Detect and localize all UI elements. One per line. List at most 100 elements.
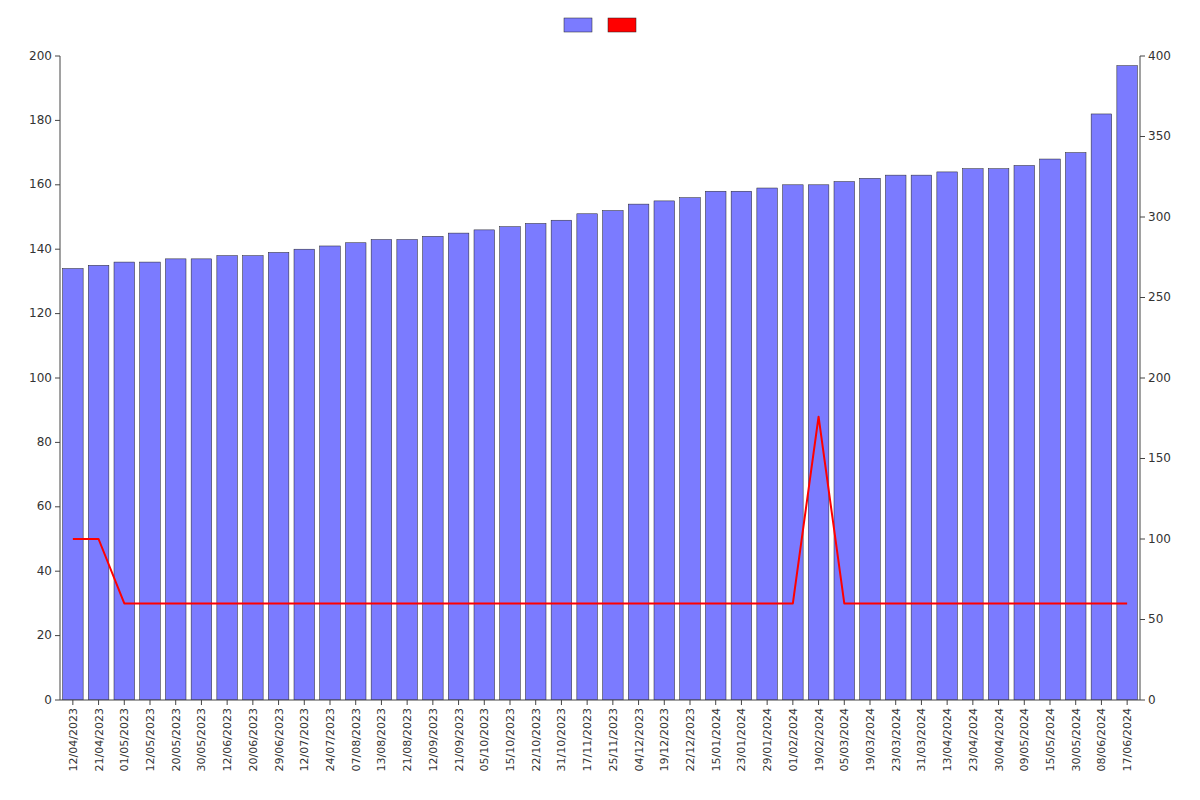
bar — [705, 191, 726, 700]
bar — [1040, 159, 1061, 700]
y2-tick-label: 350 — [1148, 129, 1171, 143]
x-tick-label: 23/04/2024 — [967, 708, 980, 771]
x-tick — [201, 700, 202, 705]
y-tick — [55, 700, 60, 701]
y2-tick — [1140, 378, 1145, 379]
bar — [988, 169, 1009, 700]
x-tick — [715, 700, 716, 705]
x-tick — [664, 700, 665, 705]
x-tick — [561, 700, 562, 705]
x-tick-label: 30/04/2024 — [993, 708, 1006, 771]
x-tick-label: 21/04/2023 — [93, 708, 106, 771]
bar — [423, 236, 444, 700]
x-tick — [690, 700, 691, 705]
x-tick — [587, 700, 588, 705]
bar — [114, 262, 135, 700]
bar — [628, 204, 649, 700]
y-tick — [55, 571, 60, 572]
x-tick-label: 23/03/2024 — [890, 708, 903, 771]
bar — [834, 182, 855, 700]
y-tick-label: 180 — [29, 113, 52, 127]
legend — [564, 18, 636, 32]
y-tick-label: 20 — [37, 628, 52, 642]
bar — [63, 269, 84, 700]
x-tick — [72, 700, 73, 705]
x-tick-label: 12/05/2023 — [144, 708, 157, 771]
bar — [243, 256, 264, 700]
chart: 0204060801001201401601802000501001502002… — [0, 0, 1200, 800]
x-tick — [432, 700, 433, 705]
bar — [911, 175, 932, 700]
x-tick-label: 24/07/2023 — [324, 708, 337, 771]
x-tick-label: 29/06/2023 — [273, 708, 286, 771]
x-tick-label: 08/06/2024 — [1095, 708, 1108, 771]
y-tick-label: 80 — [37, 435, 52, 449]
x-tick — [1127, 700, 1128, 705]
bar — [1014, 165, 1035, 700]
bar — [860, 178, 881, 700]
bar — [294, 249, 315, 700]
x-tick — [407, 700, 408, 705]
x-tick-label: 30/05/2024 — [1070, 708, 1083, 771]
x-axis-line — [60, 700, 1140, 701]
y2-tick — [1140, 136, 1145, 137]
y-tick — [55, 313, 60, 314]
y-tick-label: 100 — [29, 371, 52, 385]
x-tick — [998, 700, 999, 705]
x-tick — [1075, 700, 1076, 705]
bar — [191, 259, 212, 700]
x-tick — [227, 700, 228, 705]
x-tick — [175, 700, 176, 705]
bar — [448, 233, 469, 700]
line — [73, 417, 1127, 604]
x-tick-label: 04/12/2023 — [633, 708, 646, 771]
x-tick-label: 13/08/2023 — [375, 708, 388, 771]
x-tick — [458, 700, 459, 705]
y-tick — [55, 635, 60, 636]
x-tick-label: 17/11/2023 — [581, 708, 594, 771]
x-tick — [304, 700, 305, 705]
bar — [680, 198, 701, 700]
y2-tick-label: 50 — [1148, 612, 1163, 626]
x-tick — [252, 700, 253, 705]
y-tick — [55, 378, 60, 379]
x-tick — [278, 700, 279, 705]
bar — [345, 243, 366, 700]
x-tick-label: 01/05/2023 — [118, 708, 131, 771]
x-tick — [844, 700, 845, 705]
x-tick-label: 12/06/2023 — [221, 708, 234, 771]
y-tick-label: 40 — [37, 564, 52, 578]
x-tick-label: 07/08/2023 — [350, 708, 363, 771]
y-tick-label: 160 — [29, 177, 52, 191]
bar — [551, 220, 572, 700]
x-tick-label: 22/10/2023 — [530, 708, 543, 771]
x-tick-label: 30/05/2023 — [195, 708, 208, 771]
x-tick — [870, 700, 871, 705]
x-tick-label: 21/08/2023 — [401, 708, 414, 771]
y-tick-label: 0 — [44, 693, 52, 707]
bar — [885, 175, 906, 700]
x-tick-label: 19/03/2024 — [864, 708, 877, 771]
y2-tick — [1140, 297, 1145, 298]
x-tick — [792, 700, 793, 705]
y-tick — [55, 442, 60, 443]
bar — [1091, 114, 1112, 700]
bar — [500, 227, 521, 700]
x-tick-label: 19/12/2023 — [658, 708, 671, 771]
y2-tick — [1140, 56, 1145, 57]
x-tick — [947, 700, 948, 705]
bar — [140, 262, 161, 700]
bar — [474, 230, 495, 700]
x-tick — [124, 700, 125, 705]
x-tick — [1101, 700, 1102, 705]
x-tick — [355, 700, 356, 705]
y2-tick-label: 200 — [1148, 371, 1171, 385]
x-tick — [921, 700, 922, 705]
bar — [731, 191, 752, 700]
x-tick — [741, 700, 742, 705]
x-tick-label: 31/03/2024 — [915, 708, 928, 771]
x-tick-label: 12/09/2023 — [427, 708, 440, 771]
y2-tick-label: 0 — [1148, 693, 1156, 707]
x-tick-label: 15/01/2024 — [710, 708, 723, 771]
x-tick — [1050, 700, 1051, 705]
